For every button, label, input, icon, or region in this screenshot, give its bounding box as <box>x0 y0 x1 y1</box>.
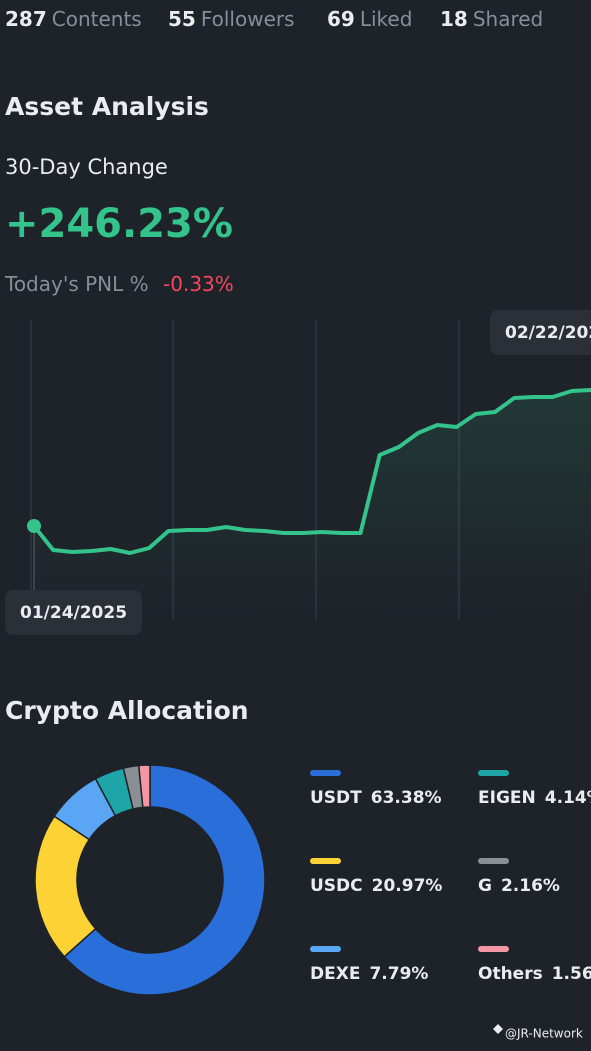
legend-name: G <box>478 876 492 896</box>
stats-row: 287 Contents 55 Followers 69 Liked 18 Shared <box>5 7 543 31</box>
stat: 55 Followers <box>168 7 295 31</box>
date-label: 02/22/2025 <box>505 323 591 343</box>
legend-name: Others <box>478 964 543 984</box>
legend-name: USDT <box>310 788 362 808</box>
donut-segment <box>137 764 151 809</box>
legend-item: EIGEN 4.14% <box>478 788 591 808</box>
watermark: @JR-Network <box>493 1024 583 1041</box>
legend-swatch <box>310 858 341 864</box>
line-chart: 01/24/2025 02/22/2025 <box>5 310 591 635</box>
start-point <box>27 518 41 533</box>
pnl-value: -0.33% <box>163 272 234 296</box>
legend-value: 4.14% <box>545 788 591 808</box>
legend-name: USDC <box>310 876 363 896</box>
legend-value: 7.79% <box>369 964 428 984</box>
legend-item: G 2.16% <box>478 876 560 896</box>
legend-value: 1.56% <box>552 964 591 984</box>
change-value: +246.23% <box>5 201 233 247</box>
legend-item: DEXE 7.79% <box>310 964 428 984</box>
stat-value: 55 <box>168 7 196 31</box>
stat-value: 287 <box>5 7 47 31</box>
stat-label: Contents <box>52 7 142 31</box>
legend-item: USDT 63.38% <box>310 788 442 808</box>
pnl-label: Today's PNL % <box>4 272 149 296</box>
legend-item: USDC 20.97% <box>310 876 442 896</box>
stat-label: Shared <box>473 7 543 31</box>
line <box>32 388 591 555</box>
stat: 69 Liked <box>327 7 412 31</box>
stat: 18 Shared <box>440 7 543 31</box>
section-title: Crypto Allocation <box>5 696 249 725</box>
pnl-line: Today's PNL % -0.33% <box>4 272 234 296</box>
date-badge <box>490 310 591 355</box>
date-badge <box>5 590 142 635</box>
donut-segment <box>63 764 266 996</box>
stat: 287 Contents <box>5 7 142 31</box>
stat-label: Liked <box>360 7 413 31</box>
legend-name: EIGEN <box>478 788 536 808</box>
donut-chart <box>34 764 266 996</box>
legend-swatch <box>478 858 509 864</box>
legend-name: DEXE <box>310 964 360 984</box>
section-title: Asset Analysis <box>5 92 209 121</box>
legend-swatch <box>478 770 509 776</box>
date-label: 01/24/2025 <box>20 603 127 623</box>
legend-item: Others 1.56% <box>478 964 591 984</box>
legend-value: 20.97% <box>372 876 443 896</box>
stat-label: Followers <box>201 7 295 31</box>
legend: USDT 63.38% USDC 20.97% DEXE 7.79% EIGEN 4.14% G… <box>310 770 591 984</box>
stat-value: 69 <box>327 7 355 31</box>
area <box>34 390 591 620</box>
legend-swatch <box>310 770 341 776</box>
legend-value: 63.38% <box>371 788 442 808</box>
change-label: 30-Day Change <box>5 155 168 179</box>
legend-value: 2.16% <box>501 876 560 896</box>
watermark-text: @JR-Network <box>505 1027 583 1041</box>
stat-value: 18 <box>440 7 468 31</box>
watermark-icon <box>493 1024 503 1034</box>
legend-swatch <box>310 946 341 952</box>
legend-swatch <box>478 946 509 952</box>
